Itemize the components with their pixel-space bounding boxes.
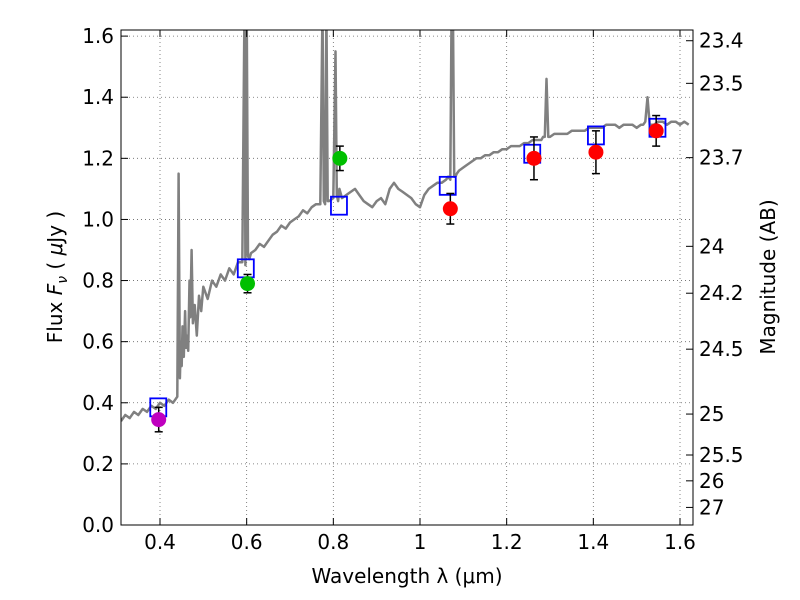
photometry-point: [332, 150, 348, 166]
x-tick-label: 0.6: [231, 530, 263, 554]
ticks: 0.4 0.6 0.8 1 1.2 1.4 1.6 0.0 0.2 0.4 0.6 0.8 1.0 1.2…: [82, 24, 743, 554]
y-axis-title-f: F: [43, 283, 67, 295]
mag-tick-label: 23.4: [699, 29, 744, 53]
y-tick-label: 1.4: [82, 85, 114, 109]
x-tick-label: 0.4: [144, 530, 176, 554]
y-axis-title-suffix: Jy ): [43, 211, 67, 245]
x-tick-label: 1.4: [577, 530, 609, 554]
mag-tick-label: 25.5: [699, 443, 744, 467]
mag-tick-label: 24.5: [699, 337, 744, 361]
model-box: [330, 195, 348, 216]
photometry-point: [442, 201, 458, 217]
plot-frame-background: [121, 30, 693, 525]
mag-tick-label: 25: [699, 402, 724, 426]
photometry-point: [648, 123, 664, 139]
mag-tick-label: 24.2: [699, 281, 744, 305]
y-tick-label: 0.6: [82, 330, 114, 354]
photometry-point: [240, 276, 256, 292]
x-tick-label: 0.8: [317, 530, 349, 554]
mag-tick-label: 23.5: [699, 71, 744, 95]
y-axis-title-mid: (: [43, 255, 67, 276]
y-axis-title-nu: ν: [55, 276, 71, 284]
y-tick-label: 0.4: [82, 391, 114, 415]
plot-area: 0.4 0.6 0.8 1 1.2 1.4 1.6 0.0 0.2 0.4 0.6 0.8 1.0 1.2…: [82, 24, 743, 554]
y-axis-title-prefix: Flux: [43, 295, 67, 343]
y-axis-title-mu: μ: [43, 243, 67, 257]
mag-tick-label: 24: [699, 234, 724, 258]
photometry-point: [588, 144, 604, 160]
y-tick-label: 1.2: [82, 146, 114, 170]
x-tick-label: 1.2: [491, 530, 523, 554]
mag-tick-label: 23.7: [699, 146, 744, 170]
series-layer: [121, 30, 690, 433]
spectrum-line: [121, 30, 690, 422]
x-tick-label: 1.6: [664, 530, 696, 554]
model-box: [438, 175, 457, 196]
y-tick-label: 0.0: [82, 513, 114, 537]
photometry-point: [151, 412, 167, 428]
x-axis-title: Wavelength λ (μm): [311, 564, 502, 588]
mag-tick-label: 26: [699, 469, 724, 493]
plot-frame: [120, 29, 694, 526]
y-tick-label: 0.2: [82, 452, 114, 476]
y-axis-title: Flux Fν ( μJy ): [43, 211, 71, 343]
photometry-point: [526, 150, 542, 166]
x-tick-label: 1: [414, 530, 427, 554]
y-tick-label: 1.0: [82, 207, 114, 231]
mag-tick-label: 27: [699, 495, 724, 519]
y2-axis-title: Magnitude (AB): [756, 199, 780, 354]
y-tick-label: 1.6: [82, 24, 114, 48]
y-tick-label: 0.8: [82, 269, 114, 293]
